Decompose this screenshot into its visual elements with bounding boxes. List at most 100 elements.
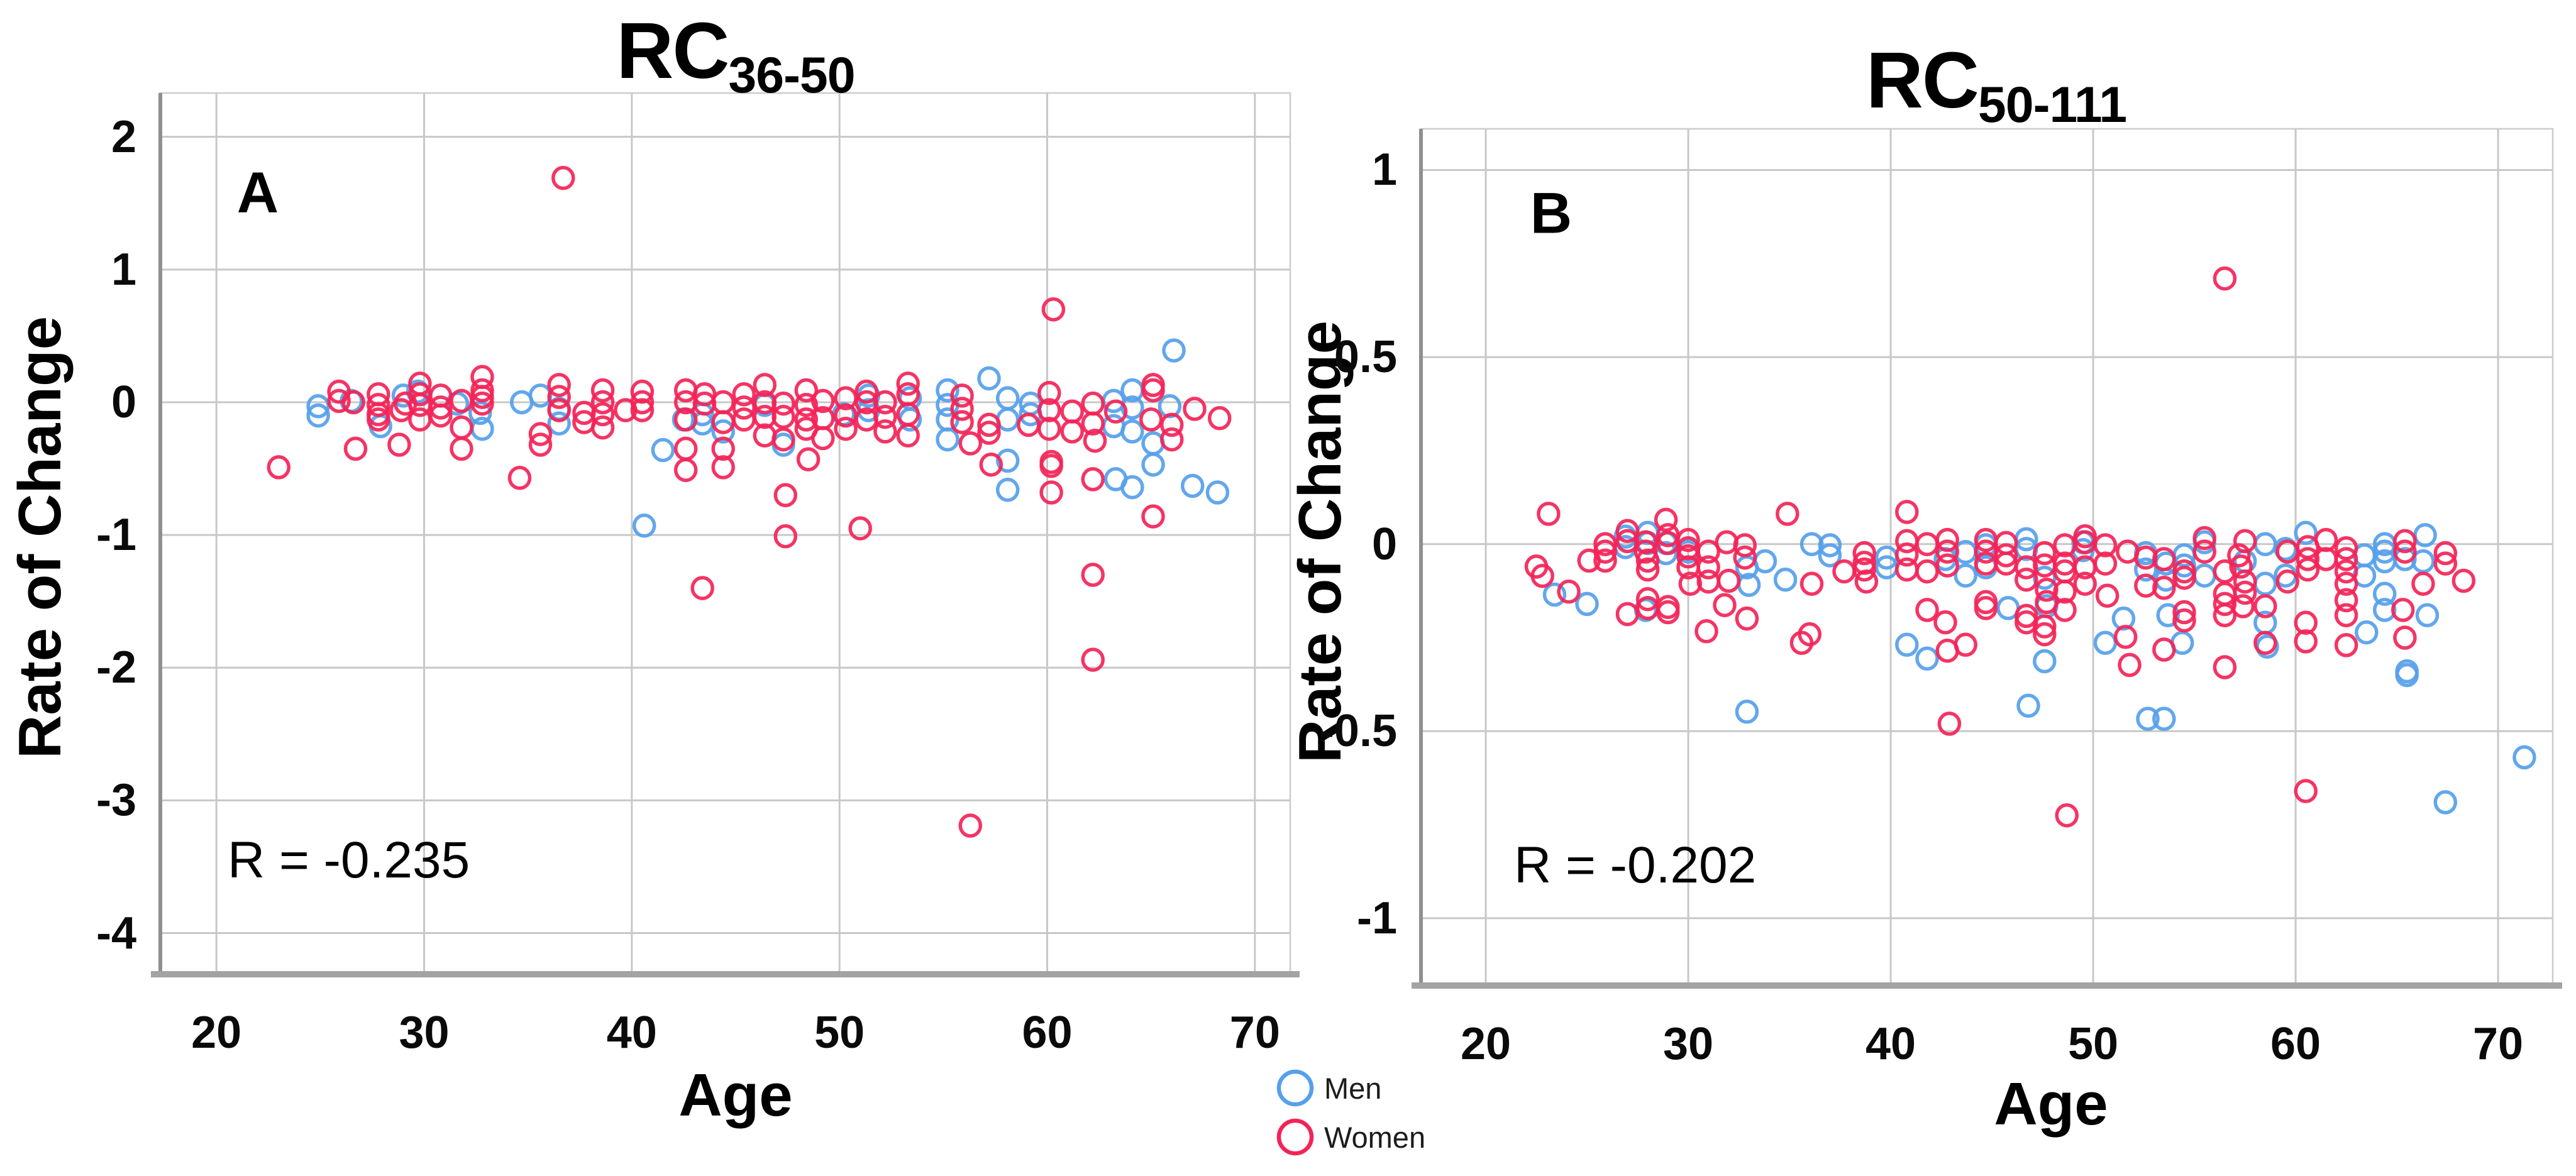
data-point-men: [995, 448, 1020, 473]
data-point-women: [1081, 467, 1105, 492]
data-point-women: [1994, 543, 2018, 568]
data-point-women: [2334, 588, 2358, 613]
data-point-women: [794, 407, 819, 432]
data-point-men: [2152, 706, 2176, 731]
data-point-men: [995, 478, 1020, 502]
data-point-men: [1120, 419, 1144, 444]
legend-label-women: Women: [1324, 1120, 1426, 1154]
y-tick-label: -2: [96, 642, 136, 693]
data-point-women: [450, 436, 473, 461]
data-point-women: [2294, 610, 2318, 635]
men-circle-icon: [1276, 1069, 1314, 1107]
data-point-women: [794, 392, 819, 417]
data-point-women: [267, 455, 291, 480]
data-point-women: [2296, 547, 2320, 571]
y-tick-label: 0: [111, 376, 136, 427]
data-point-men: [2411, 549, 2435, 574]
data-point-women: [343, 436, 368, 461]
data-point-women: [2233, 569, 2257, 594]
data-point-women: [470, 378, 494, 403]
data-point-women: [873, 419, 897, 444]
data-point-women: [796, 447, 821, 472]
data-point-men: [2111, 606, 2136, 631]
data-point-women: [2113, 625, 2138, 649]
data-point-women: [341, 390, 365, 415]
y-tick-label: -4: [96, 908, 136, 959]
data-point-men: [995, 386, 1020, 410]
data-point-women: [1935, 527, 1959, 552]
data-point-women: [1037, 380, 1061, 405]
data-point-women: [528, 432, 553, 457]
data-point-women: [547, 385, 571, 409]
data-point-women: [2334, 603, 2358, 628]
data-point-men: [1773, 567, 1798, 592]
data-point-men: [1954, 563, 1977, 588]
data-point-women: [590, 378, 615, 403]
data-point-women: [1081, 391, 1105, 416]
panel-b-title-main: RC: [1866, 36, 1979, 124]
x-tick-label: 30: [399, 1008, 450, 1058]
data-point-women: [429, 395, 453, 420]
data-point-men: [651, 437, 675, 463]
data-point-women: [1696, 555, 1720, 580]
data-point-women: [470, 385, 494, 409]
data-point-men: [306, 394, 330, 419]
legend-item-men: Men: [1275, 1063, 1425, 1113]
data-point-men: [1141, 431, 1165, 456]
data-point-women: [2275, 569, 2299, 594]
data-point-men: [1753, 549, 1777, 574]
data-point-women: [979, 452, 1003, 477]
x-tick-label: 50: [814, 1008, 865, 1058]
data-point-women: [1037, 416, 1061, 441]
data-point-women: [958, 813, 983, 838]
data-point-women: [1716, 568, 1741, 593]
data-point-women: [896, 423, 920, 448]
data-point-men: [2192, 563, 2216, 588]
data-point-men: [2136, 706, 2160, 731]
data-point-women: [2294, 629, 2318, 654]
data-point-men: [306, 403, 330, 428]
data-point-women: [773, 524, 798, 549]
data-point-women: [590, 390, 615, 415]
data-point-men: [2512, 745, 2536, 770]
data-point-men: [1120, 475, 1144, 500]
data-point-men: [1162, 338, 1186, 363]
data-point-women: [590, 402, 615, 427]
data-point-women: [1954, 632, 1977, 657]
data-point-women: [429, 403, 453, 428]
data-point-women: [2393, 529, 2417, 554]
data-point-men: [1575, 591, 1599, 617]
data-point-women: [873, 404, 897, 429]
data-point-women: [2053, 598, 2077, 622]
y-tick-label: 0.5: [1334, 332, 1397, 383]
x-tick-label: 50: [2068, 1019, 2119, 1069]
data-point-men: [711, 419, 735, 444]
data-point-men: [977, 366, 1001, 391]
panel-a-correlation-text: R = -0.235: [228, 832, 470, 889]
data-point-women: [794, 378, 819, 403]
data-point-women: [1776, 502, 1799, 526]
data-point-women: [1935, 553, 1959, 578]
panel-a-title-subscript: 36-50: [728, 47, 855, 104]
data-point-men: [547, 411, 571, 436]
data-point-women: [2053, 580, 2077, 604]
data-point-women: [1895, 542, 1919, 567]
data-point-women: [2229, 554, 2253, 579]
data-point-women: [2393, 625, 2417, 650]
data-point-women: [2033, 622, 2057, 647]
data-point-women: [1615, 519, 1640, 544]
data-point-women: [1852, 541, 1876, 566]
legend: Men Women: [1275, 1063, 1425, 1162]
y-tick-label: 0: [1371, 519, 1397, 569]
data-point-women: [1854, 569, 1879, 594]
data-point-women: [1060, 399, 1084, 424]
y-tick-label: -1: [1356, 893, 1397, 943]
data-point-women: [470, 391, 494, 416]
data-point-women: [630, 390, 655, 415]
data-point-women: [1798, 622, 1821, 647]
data-point-women: [507, 466, 532, 490]
data-point-women: [773, 483, 798, 508]
data-point-men: [2156, 603, 2180, 628]
x-tick-label: 20: [191, 1008, 242, 1058]
